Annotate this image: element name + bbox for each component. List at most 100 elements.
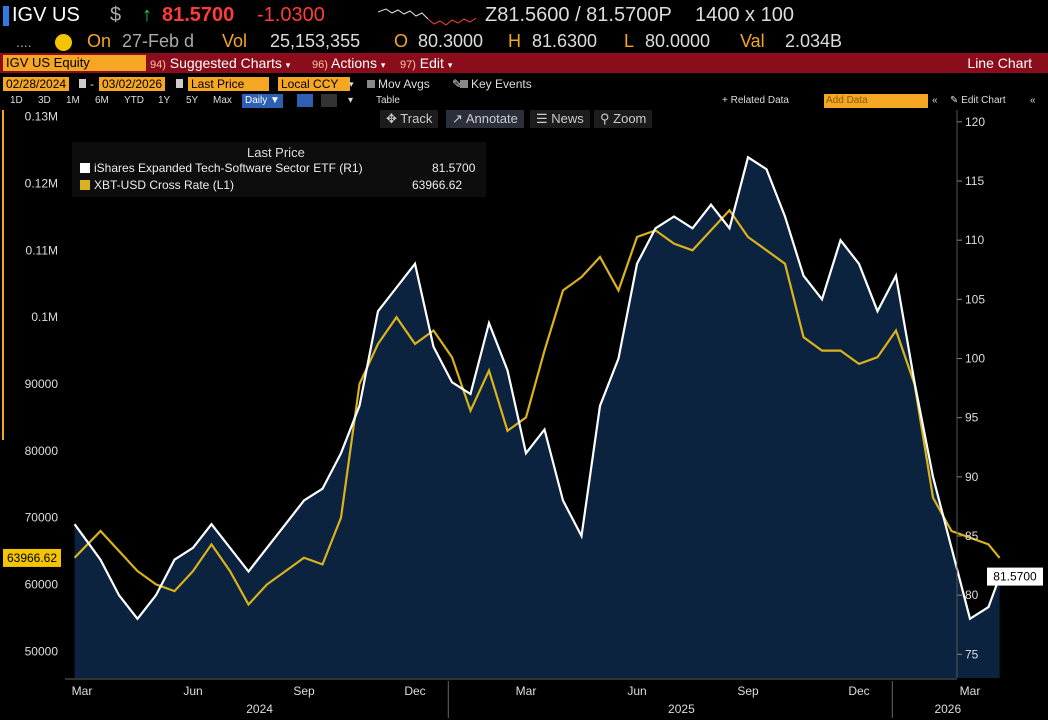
chart-type-title: Line Chart (967, 55, 1032, 71)
annotate-icon: ↗ (452, 111, 463, 126)
range-5y[interactable]: 5Y (186, 95, 199, 106)
legend-series2-value: 63966.62 (412, 178, 463, 192)
annotate-tool[interactable]: ↗ Annotate (446, 110, 524, 128)
right-axis-tick: 95 (965, 411, 979, 425)
right-axis-tick: 110 (965, 233, 984, 247)
clock-icon (55, 34, 72, 51)
pencil-icon[interactable]: ✎ (452, 77, 463, 91)
bid-ask-size: 1400 x 100 (695, 4, 794, 26)
status-dots: .... (16, 34, 32, 50)
high-label: H (508, 31, 521, 51)
suggested-charts-button[interactable]: 94) Suggested Charts ▾ (150, 53, 290, 73)
range-ytd[interactable]: YTD (124, 95, 144, 106)
left-axis-marker (2, 110, 4, 440)
track-tool[interactable]: ✥ Track (380, 110, 439, 128)
left-axis-tick: 90000 (25, 377, 59, 391)
x-axis-tick: Dec (404, 684, 425, 698)
up-arrow-icon: ↑ (142, 4, 152, 26)
actions-button[interactable]: 96) Actions ▾ (312, 53, 385, 73)
quote-date: 27-Feb d (122, 31, 195, 51)
legend-title: Last Price (247, 145, 305, 160)
ticker-marker (3, 6, 9, 26)
open-label: O (394, 31, 409, 51)
x-axis-tick: Jun (627, 684, 646, 698)
left-axis-tick: 0.1M (31, 310, 58, 324)
crosshair-icon: ✥ (386, 111, 397, 126)
currency-symbol: $ (110, 4, 122, 26)
actions-num: 96) (312, 59, 328, 71)
collapse-icon[interactable]: « (932, 95, 938, 106)
chevron-down-icon: ▾ (285, 60, 291, 70)
price-chart[interactable]: 50000 60000 70000 80000 90000 0.1M 0.11M 0.12M 0… (0, 110, 1048, 720)
x-axis-tick: Mar (72, 684, 93, 698)
left-axis-tick: 0.12M (25, 177, 58, 191)
edit-label: Edit (419, 55, 444, 71)
edit-num: 97) (400, 59, 416, 71)
x-axis-tick: Mar (516, 684, 537, 698)
on-label: On (87, 31, 112, 51)
suggested-label: Suggested Charts (169, 55, 282, 71)
range-row: 1D 3D 1M 6M YTD 1Y 5Y Max Daily ▼ ▾ Tabl… (0, 93, 1048, 109)
table-button[interactable]: Table (376, 95, 400, 106)
igv-series-line (73, 155, 1001, 621)
range-1d[interactable]: 1D (10, 95, 23, 106)
range-1m[interactable]: 1M (66, 95, 80, 106)
legend-series2-name: XBT-USD Cross Rate (L1) (94, 178, 235, 192)
edit-chart-button[interactable]: ✎ Edit Chart (950, 94, 1006, 108)
date-separator: - (90, 77, 94, 91)
date-range-row: 02/28/2024 - 03/02/2026 Last Price Local… (0, 76, 1048, 92)
chevron-down-icon[interactable]: ▾ (349, 79, 354, 89)
currency-select[interactable]: Local CCY (278, 77, 350, 91)
key-events-checkbox[interactable] (460, 80, 468, 88)
mov-avgs-label[interactable]: Mov Avgs (378, 77, 430, 91)
related-data-button[interactable]: + Related Data (722, 95, 789, 106)
chevron-down-icon[interactable]: ▾ (348, 95, 354, 106)
settings-icon[interactable] (321, 94, 337, 107)
period-select[interactable]: Daily ▼ (242, 94, 283, 108)
sparkline-icon (378, 8, 477, 26)
start-date-field[interactable]: 02/28/2024 (3, 77, 70, 91)
igv-area-fill (74, 157, 1000, 679)
news-tool[interactable]: ☰ News (530, 110, 590, 128)
chart-legend[interactable]: Last Price iShares Expanded Tech-Softwar… (72, 142, 486, 197)
price-change: -1.0300 (257, 4, 325, 26)
left-axis-tick: 0.13M (25, 110, 58, 124)
right-last-value: 81.5700 (993, 570, 1037, 584)
left-axis-tick: 80000 (25, 444, 59, 458)
edit-button[interactable]: 97) Edit ▾ (400, 53, 452, 73)
range-6m[interactable]: 6M (95, 95, 109, 106)
actions-label: Actions (331, 55, 377, 71)
quote-header: IGV US $ ↑ 81.5700 -1.0300 Z81.5600 / 81… (0, 0, 1048, 32)
right-axis-tick: 85 (965, 529, 979, 543)
range-1y[interactable]: 1Y (158, 95, 171, 106)
legend-series1-name: iShares Expanded Tech-Software Sector ET… (94, 161, 363, 175)
add-data-input[interactable]: Add Data (824, 94, 928, 108)
calendar-icon[interactable] (176, 79, 183, 88)
calendar-icon[interactable] (79, 79, 86, 88)
price-field-select[interactable]: Last Price (188, 77, 269, 91)
end-date-field[interactable]: 03/02/2026 (99, 77, 166, 91)
ticker[interactable]: IGV US (12, 4, 80, 26)
range-3d[interactable]: 3D (38, 95, 51, 106)
range-max[interactable]: Max (213, 95, 232, 106)
expand-icon[interactable]: « (1030, 95, 1036, 106)
left-axis-tick: 0.11M (26, 243, 58, 257)
right-axis-tick: 90 (965, 470, 979, 484)
zoom-tool[interactable]: ⚲ Zoom (594, 110, 653, 128)
search-icon: ⚲ (600, 111, 610, 126)
pencil-icon: ✎ (950, 95, 959, 106)
key-events-label[interactable]: Key Events (471, 77, 532, 91)
right-axis-tick: 120 (965, 115, 985, 129)
x-axis-tick: Sep (293, 684, 315, 698)
mov-avgs-checkbox[interactable] (367, 80, 375, 88)
right-axis-tick: 100 (965, 352, 985, 366)
left-last-badge (3, 548, 61, 567)
bid-ask: Z81.5600 / 81.5700P (485, 4, 672, 26)
x-axis-tick: Dec (848, 684, 869, 698)
track-label: Track (400, 111, 433, 126)
chevron-down-icon: ▾ (447, 60, 453, 70)
line-chart-icon[interactable] (297, 94, 313, 107)
traded-value: 2.034B (785, 31, 843, 51)
open-price: 80.3000 (418, 31, 484, 51)
security-field[interactable]: IGV US Equity (3, 55, 146, 71)
